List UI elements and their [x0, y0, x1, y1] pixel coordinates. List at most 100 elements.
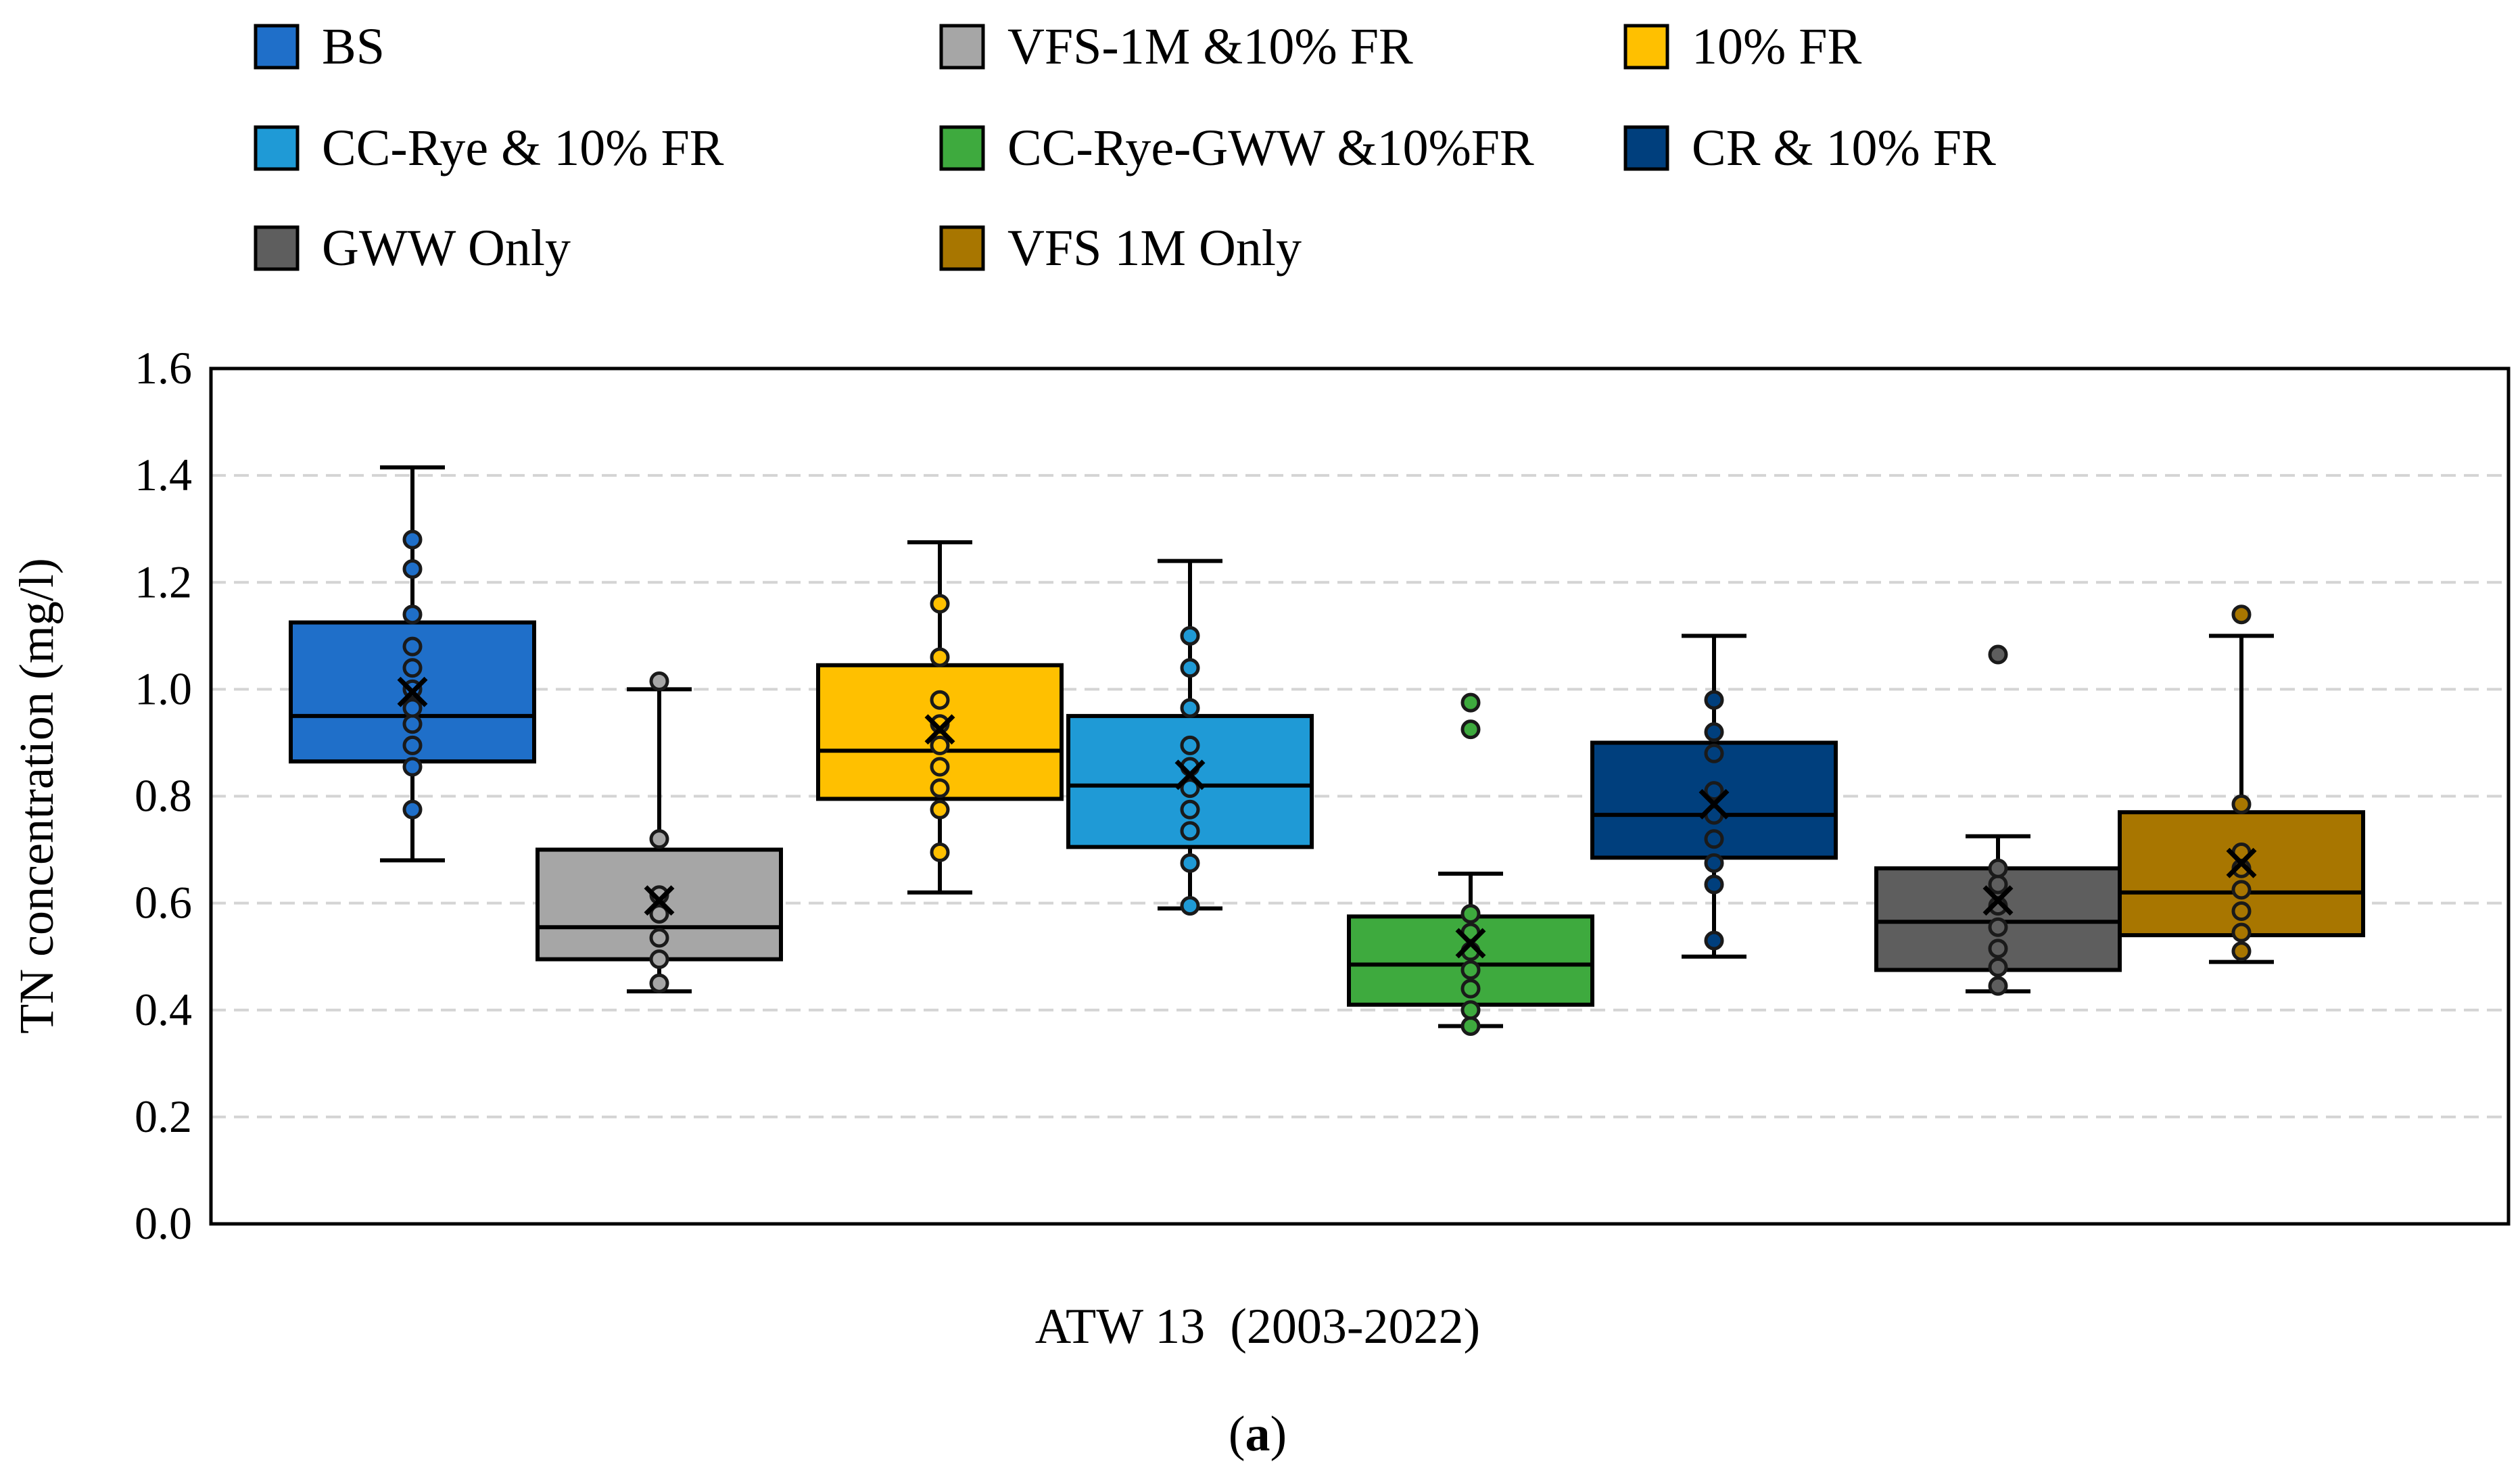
- legend-item-cc-rye-10-fr: CC-Rye & 10% FR: [254, 120, 724, 176]
- legend-label: CC-Rye & 10% FR: [322, 120, 724, 176]
- data-point: [1180, 698, 1200, 718]
- legend-item-cr-10-fr: CR & 10% FR: [1623, 120, 1996, 176]
- legend-swatch: [939, 125, 985, 171]
- legend-swatch: [1623, 24, 1669, 70]
- data-point: [1180, 778, 1200, 799]
- y-axis-title: TN concentration (mg/l): [9, 558, 64, 1034]
- legend-label: CR & 10% FR: [1692, 120, 1996, 176]
- data-point: [649, 949, 669, 970]
- y-tick-label: 0.6: [135, 877, 192, 928]
- data-point: [402, 636, 423, 657]
- caption-close-paren: ): [1270, 1406, 1287, 1462]
- y-tick-label: 0.2: [135, 1091, 192, 1142]
- mean-marker: [644, 885, 675, 916]
- mean-marker: [1982, 885, 2014, 916]
- legend-swatch: [254, 125, 300, 171]
- caption-open-paren: (: [1229, 1406, 1245, 1462]
- y-tick-label: 1.2: [135, 556, 192, 607]
- legend-swatch: [254, 24, 300, 70]
- legend-swatch: [1623, 125, 1669, 171]
- legend-label: VFS 1M Only: [1007, 220, 1302, 277]
- data-point: [1988, 976, 2008, 996]
- data-point: [930, 799, 950, 820]
- box-bs: [289, 465, 536, 863]
- box-cc-rye-10-fr: [1066, 559, 1314, 916]
- data-point: [1704, 874, 1724, 895]
- mean-marker: [924, 714, 955, 745]
- legend-item-gww-only: GWW Only: [254, 220, 571, 277]
- y-tick-label: 1.4: [135, 449, 192, 500]
- legend-item-vfs-1m-10-fr: VFS-1M &10% FR: [939, 18, 1413, 75]
- data-point: [1180, 658, 1200, 678]
- data-point: [1988, 957, 2008, 977]
- data-point: [930, 594, 950, 614]
- data-point: [1180, 735, 1200, 755]
- plot-frame: [209, 366, 2511, 1226]
- box-cr-10-fr: [1590, 634, 1838, 959]
- caption-letter: a: [1245, 1406, 1270, 1462]
- data-point: [1460, 692, 1481, 713]
- data-point: [1704, 853, 1724, 873]
- data-point: [1988, 874, 2008, 895]
- data-point: [402, 698, 423, 718]
- data-point: [930, 778, 950, 799]
- y-tick-label: 1.0: [135, 663, 192, 714]
- data-point: [402, 714, 423, 734]
- data-point: [402, 604, 423, 625]
- mean-marker: [1698, 788, 1730, 820]
- data-point: [402, 658, 423, 678]
- data-point: [1180, 799, 1200, 820]
- y-tick-label: 0.8: [135, 770, 192, 822]
- data-point: [2231, 901, 2252, 921]
- data-point: [1988, 644, 2008, 665]
- data-point: [930, 757, 950, 777]
- data-point: [1460, 719, 1481, 740]
- box-vfs-1m-10-fr: [536, 671, 783, 994]
- data-point: [2231, 880, 2252, 900]
- data-point: [1460, 903, 1481, 924]
- mean-marker: [1455, 928, 1486, 959]
- data-point: [402, 799, 423, 820]
- data-point: [930, 843, 950, 863]
- legend-label: 10% FR: [1692, 18, 1862, 75]
- data-point: [1180, 625, 1200, 646]
- data-point: [1704, 829, 1724, 849]
- data-point: [2231, 604, 2252, 625]
- legend-label: CC-Rye-GWW &10%FR: [1007, 120, 1534, 176]
- data-point: [649, 928, 669, 948]
- y-axis: 0.0 0.2 0.4 0.6 0.8 1.0 1.2 1.4 1.6: [135, 342, 192, 1249]
- data-point: [1180, 853, 1200, 873]
- y-tick-label: 1.6: [135, 342, 192, 394]
- data-point: [402, 735, 423, 755]
- data-point: [1704, 722, 1724, 742]
- data-point: [1460, 1000, 1481, 1020]
- data-point: [402, 529, 423, 550]
- legend-item-vfs-1m-only: VFS 1M Only: [939, 220, 1302, 277]
- data-point: [1988, 939, 2008, 959]
- data-point: [1180, 896, 1200, 916]
- data-point: [1988, 858, 2008, 878]
- data-point: [1704, 743, 1724, 763]
- data-point: [1988, 917, 2008, 937]
- data-point: [1460, 959, 1481, 980]
- data-point: [402, 559, 423, 579]
- legend-swatch: [939, 24, 985, 70]
- data-point: [930, 735, 950, 755]
- mean-marker: [1174, 759, 1206, 790]
- box-series: [289, 465, 2365, 1036]
- legend-item-10-fr: 10% FR: [1623, 18, 1862, 75]
- legend-item-bs: BS: [254, 18, 385, 75]
- box-cc-rye-gww-10-fr: [1347, 692, 1594, 1036]
- data-point: [1704, 930, 1724, 951]
- data-point: [930, 647, 950, 667]
- data-point: [649, 829, 669, 849]
- data-point: [2231, 941, 2252, 962]
- data-point: [1460, 978, 1481, 999]
- data-point: [1704, 781, 1724, 801]
- data-point: [1460, 1016, 1481, 1036]
- mean-marker: [397, 676, 428, 707]
- data-point: [1180, 821, 1200, 841]
- data-point: [402, 757, 423, 777]
- y-tick-label: 0.0: [135, 1198, 192, 1249]
